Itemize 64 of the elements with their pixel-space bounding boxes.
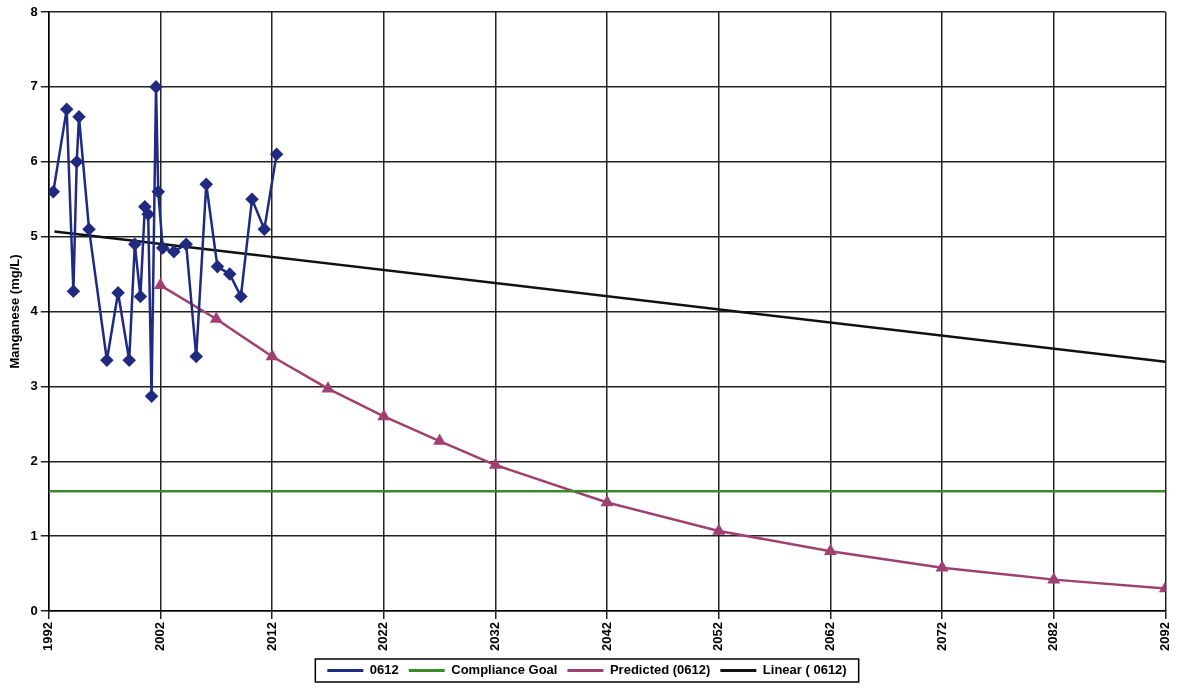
point [245,192,259,206]
point [60,103,73,116]
legend-label: 0612 [369,662,399,678]
point [149,80,163,94]
point [134,290,147,303]
point [179,237,193,251]
y-tick-label: 3 [30,378,38,393]
point [122,353,136,367]
y-tick-label: 0 [30,602,38,618]
point [378,410,390,421]
x-tick-label: 2092 [1156,622,1172,651]
legend-label: Compliance Goal [451,662,558,678]
y-axis-title: Manganese (mg/L) [7,254,23,369]
y-tick-label: 7 [30,78,38,94]
legend-label: Linear ( 0612) [762,662,847,678]
point [189,350,203,363]
point [489,458,502,469]
y-tick-label: 6 [30,153,38,169]
point [141,207,155,221]
point [266,350,278,361]
x-tick-label: 2052 [710,622,726,651]
point [100,353,114,367]
y-tick-label: 2 [30,452,38,468]
legend-label: Predicted (0612) [609,662,711,678]
x-tick-label: 2042 [598,622,614,651]
point [210,312,222,323]
x-tick-label: 2002 [152,622,168,651]
point [72,110,86,124]
point [824,544,837,555]
y-tick-label: 4 [30,303,39,319]
x-tick-label: 2072 [933,622,949,651]
x-tick-label: 2082 [1045,622,1061,651]
point [601,496,613,507]
point [200,177,213,191]
y-tick-label: 8 [30,3,38,19]
y-tick-label: 5 [30,228,38,244]
point [234,290,248,303]
x-tick-label: 2032 [487,622,503,651]
point [270,148,283,161]
point [111,286,125,300]
point [211,260,224,273]
point [258,222,271,236]
point [67,285,80,298]
point [145,389,158,403]
point [82,222,96,236]
point [128,237,142,251]
x-tick-label: 2062 [822,622,838,651]
point [138,200,152,213]
point [713,524,725,535]
x-tick-label: 2022 [375,622,391,651]
point [322,382,334,393]
point [152,185,165,198]
x-tick-label: 2012 [263,622,279,651]
y-tick-label: 1 [30,527,38,543]
point [167,245,181,258]
point [936,561,948,572]
point [434,434,446,445]
point [48,185,60,198]
x-tick-label: 1992 [40,622,56,651]
point [223,267,236,281]
point [1048,573,1060,584]
point [154,279,167,290]
point [156,241,169,255]
point [70,155,83,169]
